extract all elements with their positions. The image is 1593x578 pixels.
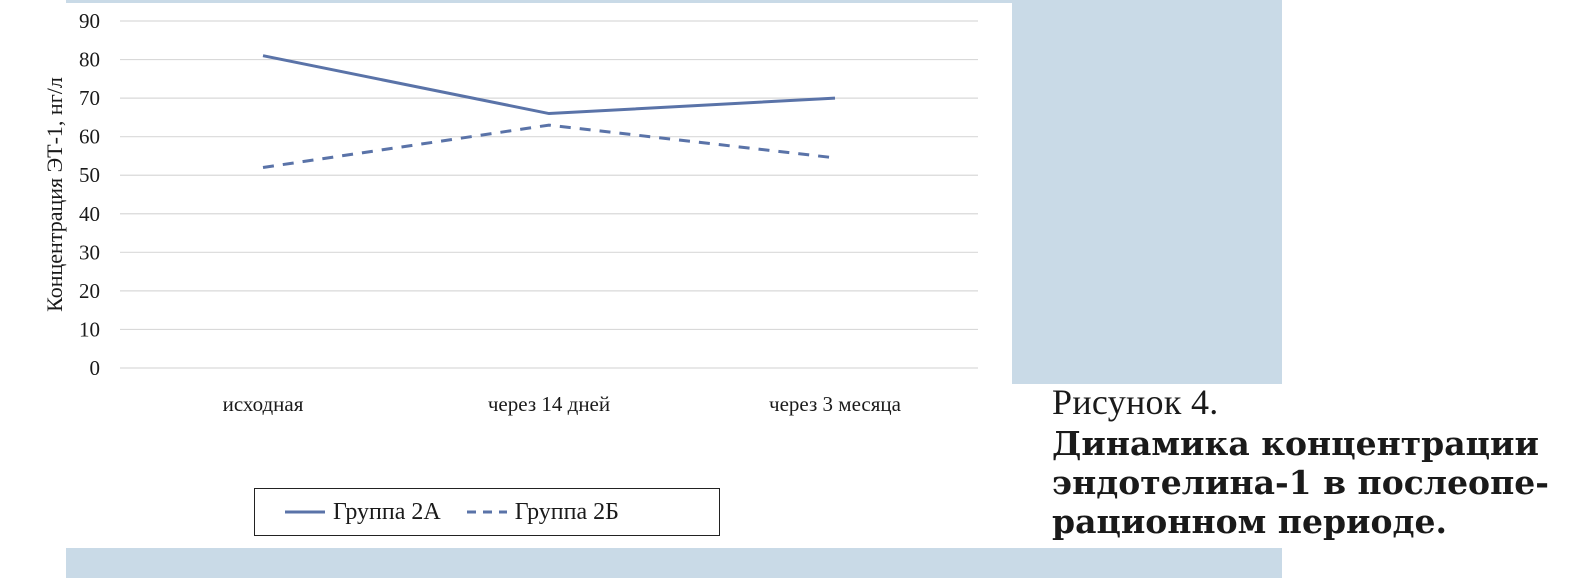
- legend: Группа 2А Группа 2Б: [254, 488, 720, 536]
- legend-item-series-2: Группа 2Б: [465, 499, 619, 526]
- legend-label-series-2: Группа 2Б: [514, 498, 619, 525]
- legend-swatch-solid: [285, 510, 325, 514]
- y-tick-label: 50: [79, 163, 100, 187]
- y-tick-label: 10: [79, 317, 100, 341]
- x-tick-label: через 14 дней: [488, 392, 610, 416]
- x-tick-label: исходная: [223, 392, 304, 416]
- figure-number: Рисунок 4.: [1052, 382, 1219, 422]
- x-tick-labels: исходная через 14 дней через 3 месяца: [223, 392, 902, 416]
- decorative-band-right: [1012, 0, 1282, 384]
- gridlines: [120, 20, 978, 369]
- series-line-1: [262, 54, 836, 116]
- y-tick-label: 90: [79, 9, 100, 33]
- y-tick-label: 30: [79, 240, 100, 264]
- y-tick-label: 40: [79, 202, 100, 226]
- decorative-band-top: [66, 0, 1012, 3]
- y-tick-labels: 0 10 20 30 40 50 60 70 80 90: [79, 9, 100, 380]
- figure-title: Динамика концентрации эндотелина-1 в пос…: [1052, 424, 1549, 541]
- x-tick-label: через 3 месяца: [769, 392, 902, 416]
- y-tick-label: 80: [79, 48, 100, 72]
- y-tick-label: 20: [79, 279, 100, 303]
- series-line-2: [262, 123, 836, 169]
- decorative-band-bottom: [66, 548, 1282, 578]
- y-tick-label: 60: [79, 125, 100, 149]
- legend-item-series-1: Группа 2А: [283, 499, 441, 526]
- line-chart: 0 10 20 30 40 50 60 70 80 90 исходная через 14 дне…: [42, 9, 978, 416]
- legend-swatch-dashed: [466, 510, 507, 514]
- figure-caption: Рисунок 4. Динамика концентрации эндотел…: [1052, 380, 1592, 541]
- y-tick-label: 0: [90, 356, 101, 380]
- series-lines: [262, 54, 836, 169]
- legend-label-series-1: Группа 2А: [333, 498, 441, 525]
- y-axis-title: Концентрация ЭТ-1, нг/л: [42, 77, 67, 312]
- y-tick-label: 70: [79, 86, 100, 110]
